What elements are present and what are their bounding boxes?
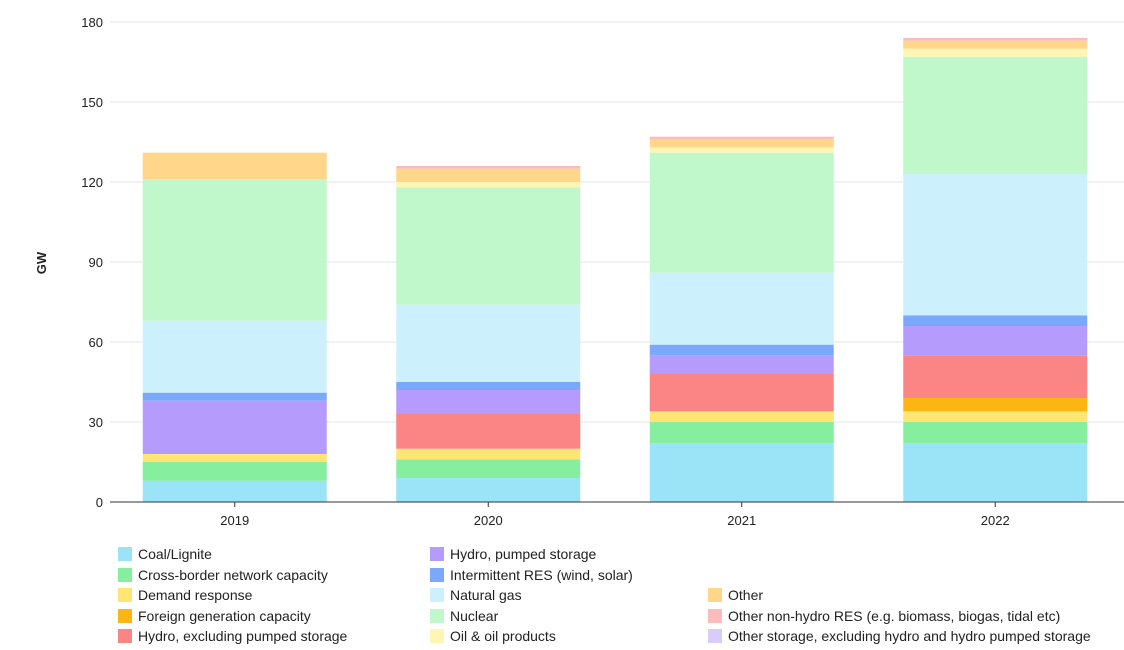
y-tick-label: 180 <box>81 15 103 30</box>
x-tick-label: 2019 <box>220 513 249 528</box>
bar-segment <box>649 443 834 502</box>
bar-segment <box>142 462 327 481</box>
bar-segment <box>396 166 581 169</box>
bar-segment <box>903 40 1088 49</box>
legend-swatch <box>430 629 444 643</box>
bar-segment <box>903 38 1088 41</box>
legend-swatch <box>430 588 444 602</box>
legend-item: Other non-hydro RES (e.g. biomass, bioga… <box>708 608 1060 624</box>
legend-item: Coal/Lignite <box>118 546 212 562</box>
legend-swatch <box>118 547 132 561</box>
legend-item: Other storage, excluding hydro and hydro… <box>708 628 1091 644</box>
legend-swatch <box>708 609 722 623</box>
bar-segment <box>649 374 834 412</box>
y-tick-label: 150 <box>81 95 103 110</box>
bar-segment <box>903 443 1088 502</box>
bar-segment <box>142 480 327 502</box>
y-tick-label: 30 <box>89 415 103 430</box>
bar-segment <box>649 344 834 356</box>
legend-label: Natural gas <box>450 587 522 603</box>
bar-segment <box>142 152 327 180</box>
bar-segment <box>649 139 834 148</box>
legend-item: Oil & oil products <box>430 628 556 644</box>
bar-segment <box>396 182 581 188</box>
bar-segment <box>649 147 834 153</box>
bar-segment <box>396 187 581 305</box>
bar-segment <box>903 398 1088 412</box>
bar-segment <box>396 168 581 182</box>
y-axis-title: GW <box>34 251 49 274</box>
bar-segment <box>649 272 834 345</box>
bar-segment <box>903 48 1088 57</box>
bar-segment <box>396 478 581 502</box>
bar-segment <box>396 448 581 460</box>
legend-label: Hydro, pumped storage <box>450 546 597 562</box>
legend-label: Other non-hydro RES (e.g. biomass, bioga… <box>728 608 1060 624</box>
legend-item: Other <box>708 587 763 603</box>
bar-segment <box>903 422 1088 444</box>
bar-segment <box>649 411 834 422</box>
bar-segment <box>142 454 327 462</box>
legend-swatch <box>708 629 722 643</box>
y-tick-label: 120 <box>81 175 103 190</box>
bars <box>142 38 1088 502</box>
bar-segment <box>903 355 1088 398</box>
legend-swatch <box>430 547 444 561</box>
bar-segment <box>903 315 1088 326</box>
bar-segment <box>649 136 834 140</box>
bar-segment <box>649 152 834 273</box>
legend-label: Intermittent RES (wind, solar) <box>450 567 633 583</box>
bar-segment <box>649 422 834 444</box>
legend-item: Hydro, excluding pumped storage <box>118 628 348 644</box>
bar-segment <box>649 355 834 374</box>
bar-segment <box>396 459 581 478</box>
legend: Coal/Lignite Cross-border network capacit… <box>118 546 1091 644</box>
x-tick-label: 2020 <box>474 513 503 528</box>
legend-swatch <box>118 568 132 582</box>
bar-segment <box>903 56 1088 174</box>
legend-label: Foreign generation capacity <box>138 608 311 624</box>
legend-item: Hydro, pumped storage <box>430 546 597 562</box>
bar-segment <box>142 392 327 401</box>
legend-item: Natural gas <box>430 587 522 603</box>
bar-segment <box>903 326 1088 356</box>
bar-segment <box>903 174 1088 316</box>
legend-swatch <box>118 609 132 623</box>
legend-swatch <box>430 568 444 582</box>
legend-label: Other storage, excluding hydro and hydro… <box>728 628 1091 644</box>
y-tick-label: 90 <box>89 255 103 270</box>
bar-segment <box>396 414 581 449</box>
bar-segment <box>396 390 581 414</box>
y-tick-label: 60 <box>89 335 103 350</box>
legend-swatch <box>430 609 444 623</box>
legend-label: Oil & oil products <box>450 628 556 644</box>
legend-label: Coal/Lignite <box>138 546 212 562</box>
bar-segment <box>142 400 327 454</box>
bar-segment <box>396 382 581 390</box>
x-tick-label: 2021 <box>727 513 756 528</box>
y-axis-ticks: 0 30 60 90 120 150 180 <box>81 15 103 510</box>
legend-item: Nuclear <box>430 608 499 624</box>
legend-item: Cross-border network capacity <box>118 567 328 583</box>
legend-label: Other <box>728 587 763 603</box>
legend-item: Foreign generation capacity <box>118 608 311 624</box>
legend-swatch <box>118 629 132 643</box>
bar-segment <box>396 304 581 382</box>
legend-swatch <box>118 588 132 602</box>
bar-segment <box>903 411 1088 422</box>
legend-item: Demand response <box>118 587 253 603</box>
legend-label: Demand response <box>138 587 253 603</box>
legend-label: Nuclear <box>450 608 499 624</box>
legend-label: Hydro, excluding pumped storage <box>138 628 348 644</box>
legend-swatch <box>708 588 722 602</box>
y-tick-label: 0 <box>96 495 103 510</box>
x-tick-label: 2022 <box>981 513 1010 528</box>
bar-segment <box>142 179 327 321</box>
x-axis-ticks: 2019 2020 2021 2022 <box>220 502 1010 528</box>
legend-item: Intermittent RES (wind, solar) <box>430 567 633 583</box>
legend-label: Cross-border network capacity <box>138 567 328 583</box>
bar-segment <box>142 320 327 393</box>
